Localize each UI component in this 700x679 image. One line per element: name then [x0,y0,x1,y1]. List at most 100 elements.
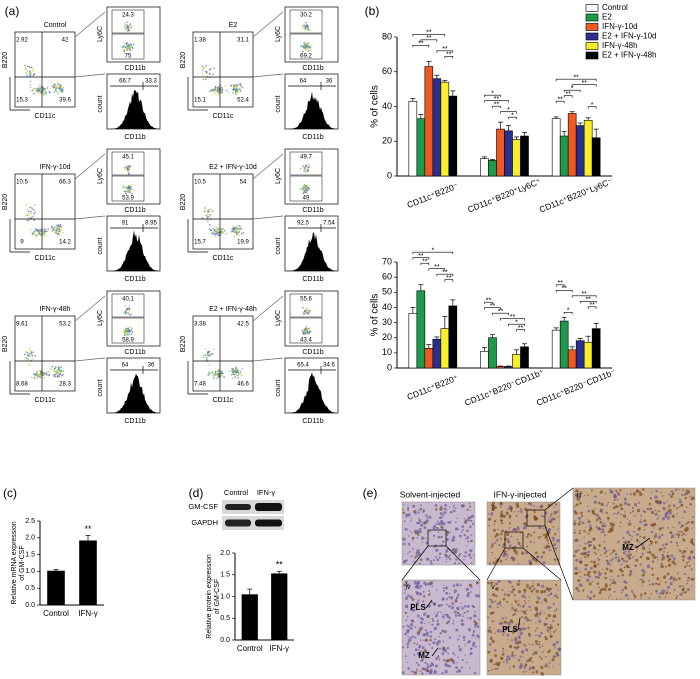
cell [549,549,552,552]
dot-plot-frame [192,173,254,250]
cell [521,650,525,654]
cell [500,560,503,563]
cell [640,556,643,558]
cell [654,500,659,504]
cell [595,518,599,522]
cell [526,586,528,589]
cell [631,536,633,538]
cell [436,622,440,626]
cell [579,502,582,505]
legend-label: IFN-γ-48h [602,41,638,50]
flow-dot [238,228,241,230]
cell [469,667,472,669]
quadrant-label: 31.1 [237,38,249,44]
cell [408,535,410,537]
flow-dot [234,93,237,96]
cell [676,551,678,553]
cell [499,501,503,505]
cell [555,651,559,655]
significance-label: * [491,90,494,97]
cell [582,546,587,551]
flow-dot [302,50,304,53]
cell [626,493,628,496]
bar [512,139,521,177]
flow-dot [300,45,303,48]
cell [671,490,674,493]
cell [501,545,505,549]
bar [408,313,418,369]
dot-plot-frame [14,315,76,392]
flow-dot [128,168,130,170]
cell [593,546,596,550]
cell [500,656,503,660]
flow-dot [37,231,40,234]
flow-dot [301,44,304,47]
cell [466,610,469,613]
cell [436,527,439,530]
cell [580,552,583,556]
flow-dot [45,92,47,95]
cell [463,555,465,557]
flow-dot [32,373,35,376]
cell [609,579,612,581]
cell [651,553,655,557]
flow-dot [232,86,235,88]
significance-bracket [555,100,565,104]
cell [547,651,549,654]
flow-dot [240,84,242,87]
cell [407,552,409,554]
quadrant-label: 66.3 [59,180,71,186]
gate-value: 36 [326,79,333,85]
cell [556,510,559,513]
flow-dot [124,23,126,25]
flow-dot [37,87,40,89]
flow-dot [220,375,223,377]
flow-dot [216,232,219,234]
cell [410,517,413,519]
cell [422,511,424,513]
cell [683,493,687,496]
cell [440,611,443,614]
flow-dot [308,163,310,166]
cell [452,622,455,625]
flow-dot [126,312,129,314]
cell [470,647,473,650]
cell [650,543,653,545]
gate-box [111,317,145,344]
flow-dot [29,206,31,209]
cell [426,615,430,618]
flow-dot [132,43,135,46]
flow-dot [62,231,64,234]
cell [453,610,457,614]
cell [554,615,557,617]
cell [437,535,441,539]
cell [555,609,557,612]
flow-dot [58,369,61,372]
cell [499,537,502,540]
cell [518,627,521,630]
cell [428,643,431,646]
flow-dot [235,228,237,231]
cell [446,533,449,537]
cell [515,643,517,645]
flow-dot [128,186,130,188]
cell [509,625,511,628]
cell [670,540,673,544]
flow-dot [29,74,32,77]
flow-dot [128,27,131,30]
cell [534,651,538,655]
cell [638,541,641,543]
axis-label: CD11c [213,255,234,262]
flow-dot [212,374,214,376]
flow-dot [304,191,307,194]
cell [612,549,616,553]
significance-bracket [436,273,454,277]
gate-value: 92.5 [297,221,309,227]
significance-bracket [492,105,501,109]
bar [416,118,426,177]
flow-dot [221,86,223,89]
cell [467,518,470,522]
flow-dot [26,208,29,211]
cell [449,558,452,561]
flow-dot [27,353,30,355]
